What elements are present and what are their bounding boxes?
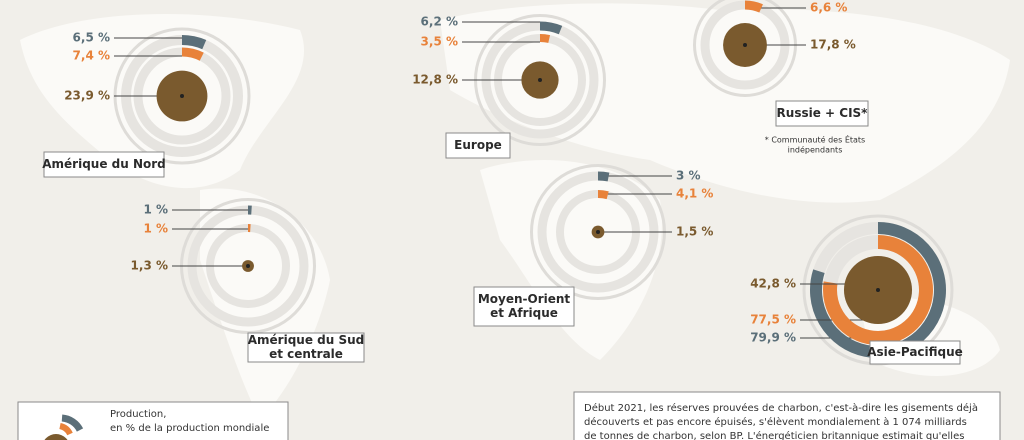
value-label: 42,8 % xyxy=(750,277,796,291)
center-dot xyxy=(538,78,542,82)
region-name: Russie + CIS* xyxy=(777,106,869,120)
region-name: Amérique du Sud xyxy=(248,333,365,347)
value-label: 3 % xyxy=(676,169,701,183)
region-name: Europe xyxy=(454,138,502,152)
value-label: 1,5 % xyxy=(676,225,713,239)
legend-text: en % de la production mondiale xyxy=(110,423,269,434)
paragraph: Début 2021, les réserves prouvées de cha… xyxy=(584,402,978,414)
center-dot xyxy=(596,230,600,234)
center-dot xyxy=(180,94,184,98)
legend-text: Production, xyxy=(110,409,166,420)
value-label: 1 % xyxy=(143,203,168,217)
value-label: 77,5 % xyxy=(750,313,796,327)
ring-arc xyxy=(539,34,551,43)
region-name: Asie-Pacifique xyxy=(867,345,963,359)
note: indépendants xyxy=(788,145,843,155)
region-box xyxy=(445,132,511,159)
paragraph: de tonnes de charbon, selon BP. L'énergé… xyxy=(584,430,964,440)
center-dot xyxy=(743,43,747,47)
value-label: 7,4 % xyxy=(73,49,110,63)
ring-arc xyxy=(823,235,933,345)
text-box xyxy=(573,391,1001,440)
value-label: 6,2 % xyxy=(421,15,458,29)
map xyxy=(20,3,1010,420)
value-label: 12,8 % xyxy=(412,73,458,87)
region-box xyxy=(247,332,365,363)
ring-arc xyxy=(597,190,609,200)
value-label: 3,5 % xyxy=(421,35,458,49)
region-name: et Afrique xyxy=(490,306,558,320)
center-dot xyxy=(876,288,880,292)
value-label: 6,6 % xyxy=(810,1,847,15)
region-box xyxy=(43,151,165,178)
regions: 6,5 % 7,4 % 23,9 % Amérique du Nord 6,2 % 3,5… xyxy=(42,0,963,366)
ring-arc xyxy=(181,47,204,61)
ring-arc xyxy=(597,171,610,182)
value-label: 1 % xyxy=(143,222,168,236)
region-box xyxy=(775,100,869,127)
value-label: 4,1 % xyxy=(676,187,713,201)
region-name: Moyen-Orient xyxy=(478,292,571,306)
region-name: et centrale xyxy=(269,347,343,361)
ring-arc xyxy=(810,222,946,358)
value-label: 1,3 % xyxy=(131,259,168,273)
region-box xyxy=(869,340,961,365)
value-label: 6,5 % xyxy=(73,31,110,45)
value-label: 17,8 % xyxy=(810,38,856,52)
region-name: Amérique du Nord xyxy=(42,157,166,171)
note: * Communauté des États xyxy=(765,134,865,145)
center-dot xyxy=(246,264,250,268)
value-label: 23,9 % xyxy=(64,89,110,103)
ring-arc xyxy=(744,0,763,13)
value-label: 79,9 % xyxy=(750,331,796,345)
ring-arc xyxy=(181,35,207,50)
ring-arc xyxy=(539,21,563,35)
legend-icon xyxy=(61,414,84,432)
paragraph: découverts et pas encore épuisés, s'élèv… xyxy=(584,416,967,428)
legend-icon xyxy=(59,423,73,436)
legend-icon xyxy=(44,434,68,440)
region-box xyxy=(473,286,575,327)
